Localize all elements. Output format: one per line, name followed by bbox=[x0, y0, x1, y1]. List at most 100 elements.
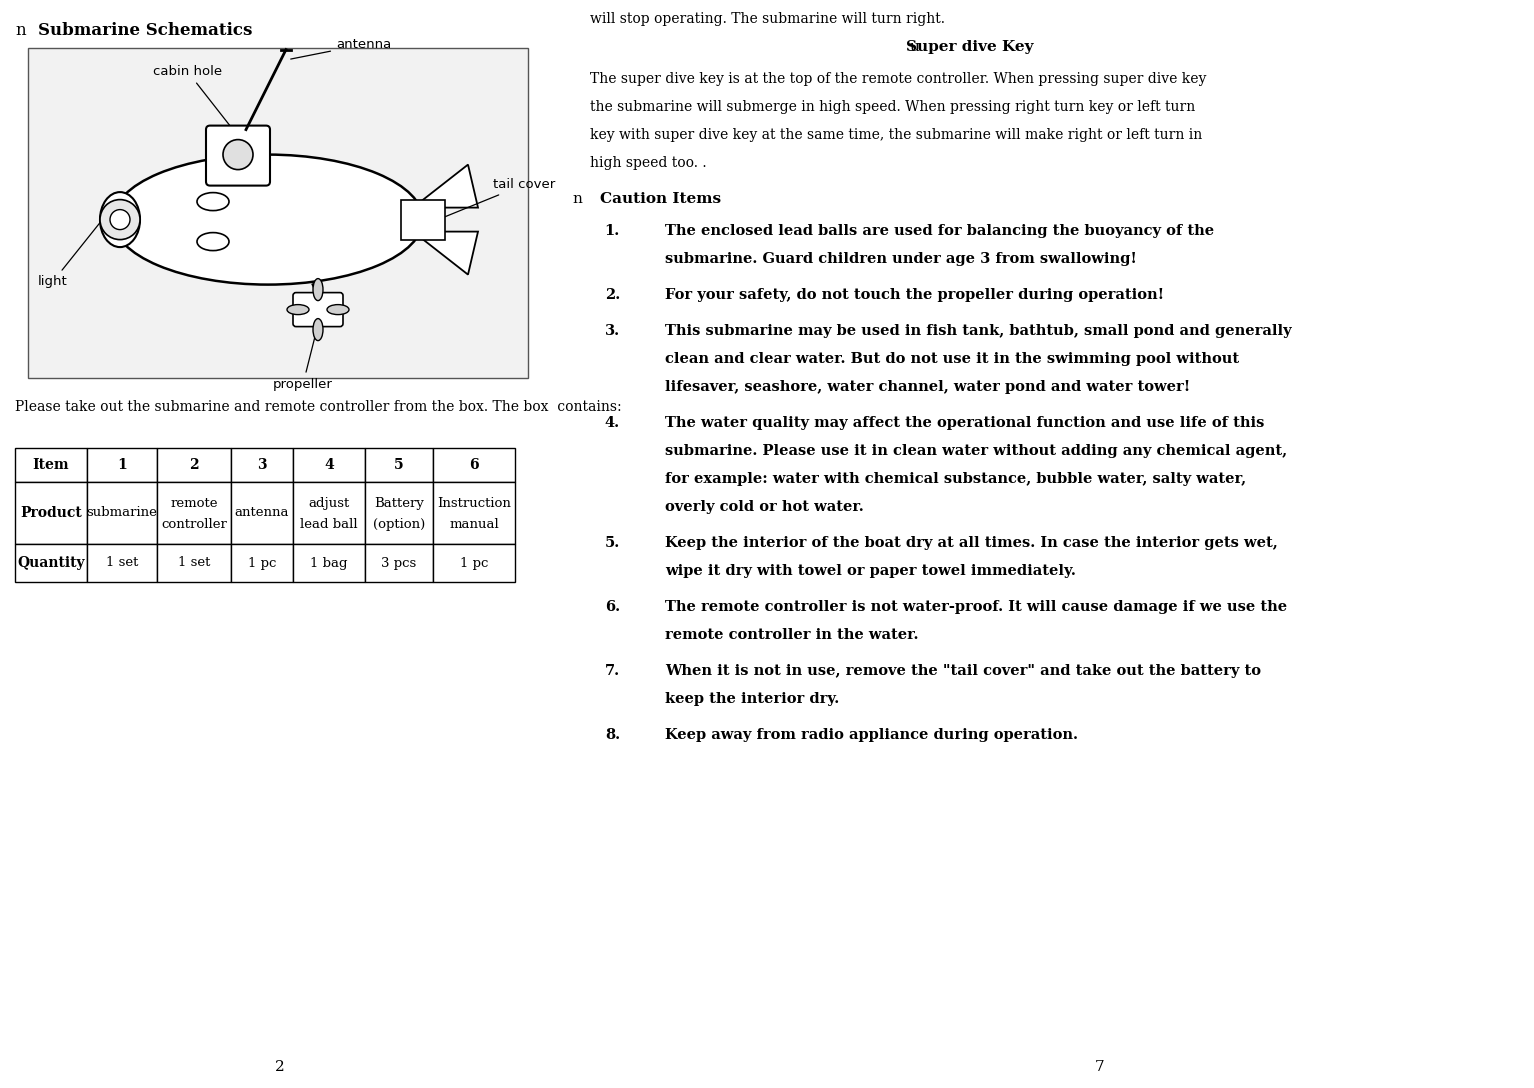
Text: The super dive key is at the top of the remote controller. When pressing super d: The super dive key is at the top of the … bbox=[591, 72, 1206, 86]
Ellipse shape bbox=[100, 193, 140, 247]
Polygon shape bbox=[413, 232, 479, 274]
Bar bbox=[232, 448, 293, 482]
Text: propeller: propeller bbox=[273, 327, 333, 391]
Ellipse shape bbox=[196, 193, 229, 211]
Text: n: n bbox=[572, 191, 581, 206]
Text: manual: manual bbox=[449, 518, 499, 531]
Bar bbox=[293, 448, 365, 482]
Polygon shape bbox=[413, 164, 479, 208]
Text: 1 pc: 1 pc bbox=[460, 556, 488, 569]
Text: 1 pc: 1 pc bbox=[249, 556, 276, 569]
Text: key with super dive key at the same time, the submarine will make right or left : key with super dive key at the same time… bbox=[591, 128, 1203, 143]
Bar bbox=[156, 448, 232, 482]
Text: Product: Product bbox=[20, 506, 81, 520]
Bar bbox=[87, 482, 156, 544]
Text: Super dive Key: Super dive Key bbox=[907, 40, 1034, 54]
Text: (option): (option) bbox=[373, 518, 425, 531]
Text: Quantity: Quantity bbox=[17, 556, 84, 570]
Text: 5.: 5. bbox=[604, 536, 620, 551]
Circle shape bbox=[110, 210, 130, 230]
FancyBboxPatch shape bbox=[400, 199, 445, 239]
Bar bbox=[87, 448, 156, 482]
Bar bbox=[365, 482, 433, 544]
Text: The water quality may affect the operational function and use life of this: The water quality may affect the operati… bbox=[666, 416, 1264, 430]
Bar bbox=[15, 482, 87, 544]
Text: n: n bbox=[15, 22, 26, 39]
Text: 7.: 7. bbox=[604, 664, 620, 678]
Text: The remote controller is not water-proof. It will cause damage if we use the: The remote controller is not water-proof… bbox=[666, 599, 1287, 614]
Text: wipe it dry with towel or paper towel immediately.: wipe it dry with towel or paper towel im… bbox=[666, 564, 1075, 578]
Bar bbox=[28, 48, 528, 378]
Text: 1 bag: 1 bag bbox=[310, 556, 348, 569]
Bar bbox=[433, 448, 515, 482]
Bar bbox=[232, 482, 293, 544]
Text: Instruction: Instruction bbox=[437, 497, 511, 510]
Ellipse shape bbox=[313, 279, 324, 300]
Bar bbox=[293, 482, 365, 544]
Text: for example: water with chemical substance, bubble water, salty water,: for example: water with chemical substan… bbox=[666, 472, 1246, 486]
Ellipse shape bbox=[287, 305, 308, 314]
Text: antenna: antenna bbox=[235, 507, 290, 519]
Text: 6.: 6. bbox=[604, 599, 620, 614]
Text: Battery: Battery bbox=[374, 497, 423, 510]
Text: 1 set: 1 set bbox=[178, 556, 210, 569]
Text: 6: 6 bbox=[469, 458, 479, 472]
Text: Submarine Schematics: Submarine Schematics bbox=[38, 22, 253, 39]
Bar bbox=[156, 544, 232, 582]
Ellipse shape bbox=[196, 233, 229, 250]
Bar bbox=[15, 448, 87, 482]
Ellipse shape bbox=[313, 319, 324, 341]
Text: 1.: 1. bbox=[604, 224, 620, 238]
Text: 3.: 3. bbox=[604, 324, 620, 338]
Text: keep the interior dry.: keep the interior dry. bbox=[666, 692, 839, 706]
Bar bbox=[87, 544, 156, 582]
Text: lifesaver, seashore, water channel, water pond and water tower!: lifesaver, seashore, water channel, wate… bbox=[666, 380, 1190, 394]
Ellipse shape bbox=[327, 305, 350, 314]
Text: adjust: adjust bbox=[308, 497, 350, 510]
Circle shape bbox=[100, 199, 140, 239]
Text: For your safety, do not touch the propeller during operation!: For your safety, do not touch the propel… bbox=[666, 288, 1164, 302]
Text: 3 pcs: 3 pcs bbox=[382, 556, 417, 569]
Text: antenna: antenna bbox=[291, 38, 391, 59]
Text: Keep the interior of the boat dry at all times. In case the interior gets wet,: Keep the interior of the boat dry at all… bbox=[666, 536, 1278, 551]
Text: 1: 1 bbox=[117, 458, 127, 472]
Bar bbox=[433, 544, 515, 582]
Text: 2.: 2. bbox=[604, 288, 620, 302]
Text: 5: 5 bbox=[394, 458, 403, 472]
Text: remote: remote bbox=[170, 497, 218, 510]
Bar bbox=[433, 482, 515, 544]
Bar bbox=[365, 544, 433, 582]
Text: clean and clear water. But do not use it in the swimming pool without: clean and clear water. But do not use it… bbox=[666, 353, 1239, 366]
Text: light: light bbox=[38, 200, 118, 288]
Text: 7: 7 bbox=[1095, 1060, 1104, 1074]
Text: This submarine may be used in fish tank, bathtub, small pond and generally: This submarine may be used in fish tank,… bbox=[666, 324, 1292, 338]
Bar bbox=[365, 448, 433, 482]
Circle shape bbox=[222, 139, 253, 170]
Text: u: u bbox=[910, 40, 920, 54]
Text: 2: 2 bbox=[189, 458, 199, 472]
Bar bbox=[232, 544, 293, 582]
Bar bbox=[293, 544, 365, 582]
Bar bbox=[15, 544, 87, 582]
Text: lead ball: lead ball bbox=[301, 518, 357, 531]
Text: tail cover: tail cover bbox=[440, 178, 555, 219]
Text: cabin hole: cabin hole bbox=[153, 65, 232, 127]
Text: Item: Item bbox=[32, 458, 69, 472]
FancyBboxPatch shape bbox=[206, 125, 270, 186]
Text: submarine. Guard children under age 3 from swallowing!: submarine. Guard children under age 3 fr… bbox=[666, 252, 1137, 265]
Text: overly cold or hot water.: overly cold or hot water. bbox=[666, 500, 864, 514]
Text: 4.: 4. bbox=[604, 416, 620, 430]
Text: Keep away from radio appliance during operation.: Keep away from radio appliance during op… bbox=[666, 728, 1078, 742]
Bar bbox=[156, 482, 232, 544]
Text: submarine. Please use it in clean water without adding any chemical agent,: submarine. Please use it in clean water … bbox=[666, 444, 1287, 458]
Text: 4: 4 bbox=[324, 458, 334, 472]
Text: remote controller in the water.: remote controller in the water. bbox=[666, 628, 919, 642]
Text: high speed too. .: high speed too. . bbox=[591, 156, 707, 170]
Text: 3: 3 bbox=[258, 458, 267, 472]
Text: Please take out the submarine and remote controller from the box. The box  conta: Please take out the submarine and remote… bbox=[15, 400, 621, 415]
Text: Caution Items: Caution Items bbox=[600, 191, 721, 206]
Ellipse shape bbox=[114, 154, 423, 285]
Text: When it is not in use, remove the "tail cover" and take out the battery to: When it is not in use, remove the "tail … bbox=[666, 664, 1261, 678]
Text: 8.: 8. bbox=[604, 728, 620, 742]
Text: The enclosed lead balls are used for balancing the buoyancy of the: The enclosed lead balls are used for bal… bbox=[666, 224, 1213, 238]
